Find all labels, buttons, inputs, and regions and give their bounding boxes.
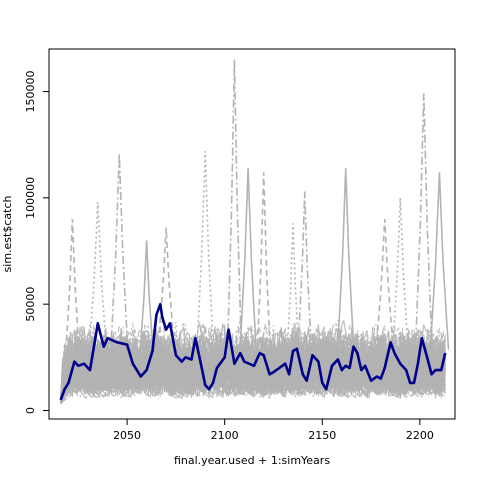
y-axis: 0 50000 100000 150000 bbox=[24, 71, 49, 414]
plot-frame bbox=[48, 48, 456, 420]
simulation-lines bbox=[60, 59, 450, 405]
x-tick-label: 2200 bbox=[406, 429, 434, 442]
simulation-peak bbox=[157, 227, 175, 343]
x-tick-label: 2100 bbox=[211, 429, 239, 442]
x-axis-title: final.year.used + 1:simYears bbox=[174, 454, 330, 467]
simulation-peak bbox=[195, 151, 215, 363]
simulation-peak bbox=[429, 172, 450, 350]
simulation-peak bbox=[414, 93, 434, 357]
simulation-peak bbox=[109, 153, 129, 355]
x-tick-label: 2050 bbox=[113, 429, 141, 442]
simulation-line bbox=[60, 335, 446, 398]
y-axis-title: sim.est$catch bbox=[1, 196, 14, 273]
simulation-peak bbox=[286, 223, 300, 355]
y-tick-label: 50000 bbox=[24, 287, 37, 322]
simulation-peak bbox=[375, 219, 395, 352]
y-tick-label: 100000 bbox=[24, 177, 37, 219]
simulation-peak bbox=[64, 219, 81, 361]
simulation-peak bbox=[87, 202, 109, 364]
simulation-peak bbox=[226, 59, 243, 364]
x-axis: 2050 2100 2150 2200 bbox=[113, 419, 434, 442]
y-tick-label: 150000 bbox=[24, 71, 37, 113]
median-line bbox=[59, 302, 447, 401]
y-tick-label: 0 bbox=[24, 407, 37, 414]
simulation-peak bbox=[337, 168, 354, 340]
simulation-peak bbox=[139, 240, 154, 350]
simulation-peak bbox=[391, 197, 409, 353]
simulation-peak bbox=[297, 191, 312, 337]
x-tick-label: 2150 bbox=[308, 429, 336, 442]
median-series bbox=[59, 302, 447, 401]
simulation-peak bbox=[255, 172, 272, 365]
simulation-peak bbox=[239, 168, 257, 353]
simulation-line bbox=[60, 322, 446, 404]
simulation-line bbox=[60, 330, 446, 403]
